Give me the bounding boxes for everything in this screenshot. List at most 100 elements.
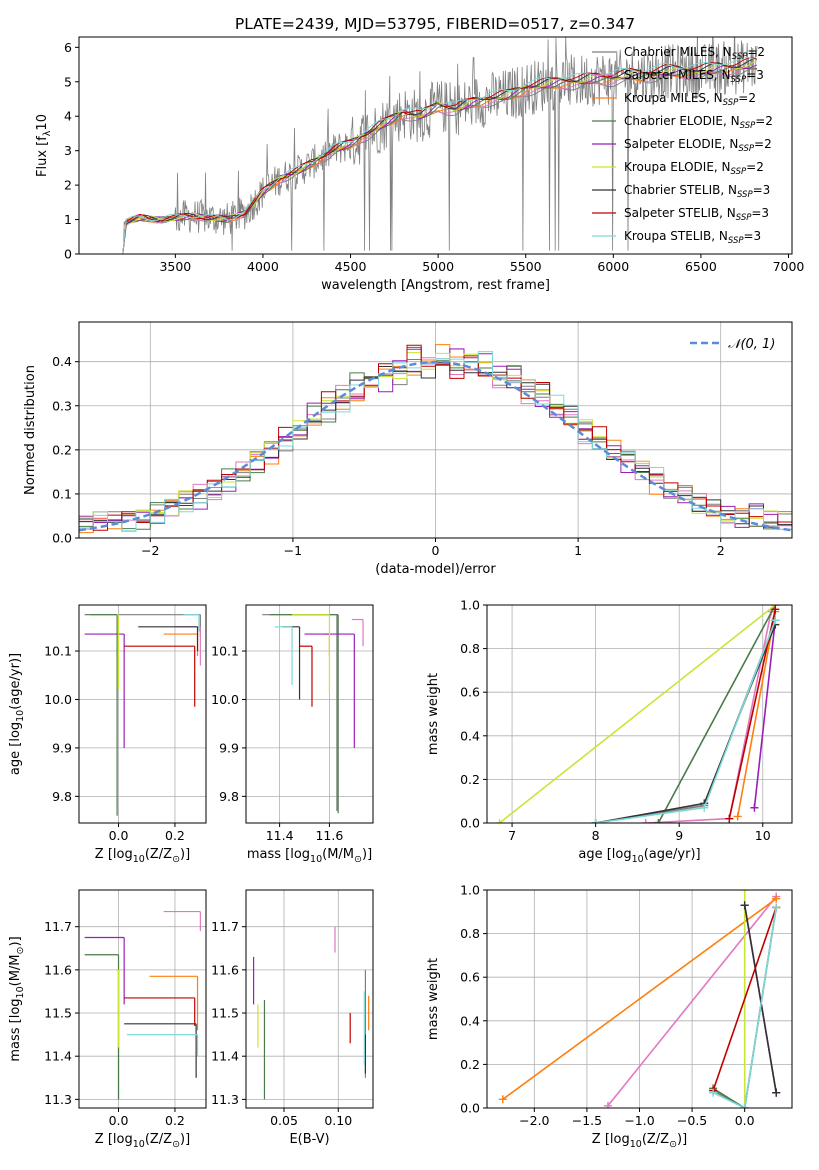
y-tick-label: 10.1 [211, 644, 239, 659]
axes-frame [78, 604, 207, 824]
axes-frame [245, 604, 374, 824]
x-tick-label: 7000 [773, 259, 805, 274]
y-tick-label: 11.5 [44, 1006, 72, 1021]
figure-title: PLATE=2439, MJD=53795, FIBERID=0517, z=0… [235, 15, 635, 33]
y-tick-label: 0.0 [52, 531, 72, 546]
legend-entry: Chabrier ELODIE, NSSP=2 [624, 114, 773, 131]
x-tick-label: 0.0 [735, 1113, 755, 1128]
spectrum-panel: 3500 4000 4500 5000 5500 6000 6500 7000 0 1 2 3 4 5 6 w… [35, 36, 805, 293]
x-tick-label: 0.2 [165, 828, 185, 843]
y-tick-label: 11.4 [44, 1049, 72, 1064]
legend-entry: Kroupa STELIB, NSSP=3 [624, 229, 761, 246]
plot-area [262, 614, 364, 814]
x-tick-label: 6000 [597, 259, 629, 274]
y-tick-label: 11.7 [211, 919, 239, 934]
x-axis-label: Z [log10(Z/Z⊙)] [95, 847, 190, 865]
y-tick-label: 11.6 [44, 962, 72, 977]
y-tick-label: 0.4 [460, 728, 480, 743]
y-tick-label: 0.4 [460, 1013, 480, 1028]
y-tick-label: 11.7 [44, 919, 72, 934]
y-tick-label: 0.6 [460, 685, 480, 700]
y-tick-label: 11.6 [211, 962, 239, 977]
x-axis-label: (data-model)/error [375, 562, 496, 577]
x-tick-label: 5000 [422, 259, 454, 274]
x-tick-label: 0 [432, 543, 440, 558]
age-vs-metallicity-panel: 0.0 0.2 9.8 9.9 10.0 10.1 Z [log10(Z/Z⊙)] age [… [8, 604, 207, 865]
mass-weight-line [499, 605, 776, 823]
spectrum-model-kroupa-stelib [122, 57, 758, 254]
mass-weight-line [753, 620, 777, 808]
x-tick-label: 0.0 [109, 828, 129, 843]
age-vs-mass-panel: 11.4 11.6 9.8 9.9 10.0 10.1 mass [log10(M/M⊙)] [211, 604, 374, 865]
mass-weight-marker [498, 1095, 507, 1104]
weight-vs-metallicity-panel: −2.0 −1.5 −1.0 −0.5 0.0 0.0 0.2 0.4 0.6 0.8 1.0 Z [… [426, 883, 793, 1150]
x-tick-label: 4500 [335, 259, 367, 274]
mass-weight-line [712, 907, 777, 1091]
mass-weight-line [728, 609, 777, 819]
y-tick-label: 1.0 [460, 883, 480, 898]
y-tick-label: 2 [64, 178, 72, 193]
y-tick-label: 11.5 [211, 1006, 239, 1021]
mass-weight-marker [740, 1104, 749, 1108]
y-tick-label: 1 [64, 212, 72, 227]
x-tick-label: 4000 [247, 259, 279, 274]
mass-weight-line [712, 907, 777, 1108]
mass-weight-line [607, 895, 777, 1107]
legend-entry: Kroupa ELODIE, NSSP=2 [624, 160, 764, 177]
axes-frame [78, 889, 207, 1109]
legend-entry: Chabrier STELIB, NSSP=3 [624, 183, 770, 200]
y-axis-label: age [log10(age/yr)] [8, 653, 26, 775]
x-axis-label: mass [log10(M/M⊙)] [247, 847, 372, 865]
x-tick-label: 7 [508, 828, 516, 843]
y-tick-label: 0.1 [52, 486, 72, 501]
mass-vs-extinction-panel: 0.05 0.10 11.3 11.4 11.5 11.6 11.7 E(B-V) [211, 889, 374, 1147]
residual-legend-label: 𝒩(0, 1) [728, 337, 775, 352]
residuals-panel: −2 −1 0 1 2 0.0 0.1 0.2 0.3 0.4 (data-model)/error… [23, 321, 793, 577]
x-tick-label: 8 [592, 828, 600, 843]
y-tick-label: 10.0 [211, 692, 239, 707]
y-tick-label: 0.8 [460, 641, 480, 656]
x-tick-label: 6500 [685, 259, 717, 274]
y-tick-label: 3 [64, 143, 72, 158]
y-axis-label: mass [log10(M/M⊙)] [8, 936, 26, 1061]
mass-weight-line [743, 905, 777, 1093]
y-axis-label: Normed distribution [23, 365, 38, 495]
axes-frame [486, 604, 793, 824]
y-tick-label: 0.2 [460, 1057, 480, 1072]
x-axis-label: age [log10(age/yr)] [578, 847, 700, 865]
spectrum-model-salpeter-stelib [122, 57, 758, 254]
x-tick-label: −1.0 [624, 1113, 654, 1128]
mass-weight-marker [725, 814, 734, 823]
mass-weight-line [502, 898, 777, 1100]
plot-area [84, 614, 201, 816]
y-axis-label: mass weight [426, 958, 441, 1040]
y-tick-label: 10.1 [44, 644, 72, 659]
normal-distribution-curve [79, 360, 792, 532]
mass-weight-marker [772, 894, 781, 903]
plot-area [84, 910, 201, 1100]
x-tick-label: 2 [717, 543, 725, 558]
x-tick-label: −0.5 [677, 1113, 707, 1128]
x-axis-label: E(B-V) [289, 1132, 329, 1147]
y-tick-label: 0.2 [52, 442, 72, 457]
plot-area [495, 605, 780, 823]
y-tick-label: 11.4 [211, 1049, 239, 1064]
mass-weight-marker [772, 903, 781, 912]
x-tick-label: 0.0 [109, 1113, 129, 1128]
y-axis-label: Flux [fλ10 [35, 114, 53, 177]
mass-weight-marker [740, 901, 749, 910]
mass-weight-marker [603, 1101, 612, 1108]
x-tick-label: −1 [284, 543, 302, 558]
plot-area [122, 37, 758, 254]
mass-weight-marker [733, 812, 742, 821]
y-tick-label: 9.9 [219, 740, 239, 755]
spectrum-model-kroupa-elodie [122, 60, 758, 254]
x-tick-label: 0.05 [270, 1113, 298, 1128]
legend-entry: Salpeter ELODIE, NSSP=2 [624, 137, 772, 154]
x-axis-label: Z [log10(Z/Z⊙)] [95, 1132, 190, 1150]
y-tick-label: 11.3 [44, 1092, 72, 1107]
axes-frame [78, 36, 793, 255]
y-tick-label: 0.2 [460, 772, 480, 787]
mass-weight-marker [771, 616, 780, 625]
y-tick-label: 9.9 [52, 740, 72, 755]
